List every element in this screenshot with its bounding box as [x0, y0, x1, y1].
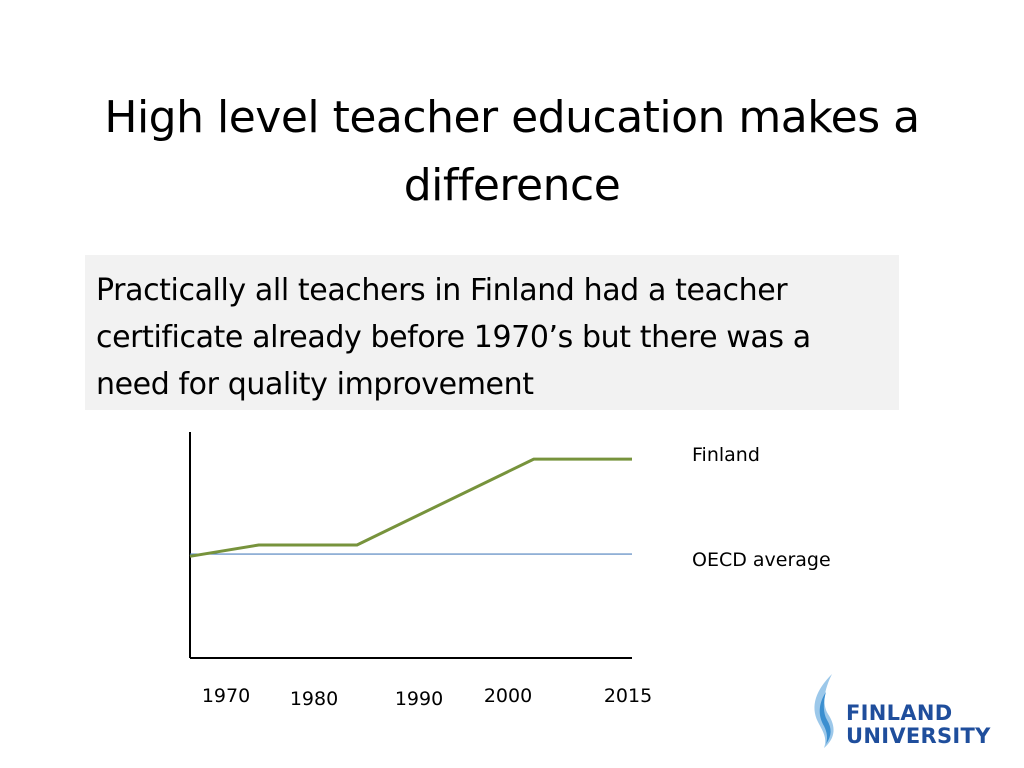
x-tick-label: 2000	[484, 685, 532, 707]
logo-line-2: UNIVERSITY	[846, 724, 991, 748]
series-layer	[189, 457, 632, 558]
series-labels: Finland OECD average	[692, 444, 831, 571]
x-tick-labels: 1970 1980 1990 2000 2015	[202, 685, 652, 710]
series-label-oecd-average: OECD average	[692, 549, 831, 571]
finland-university-logo: FINLAND UNIVERSITY	[806, 672, 996, 752]
series-line-finland	[189, 457, 632, 558]
x-tick-label: 1970	[202, 685, 250, 707]
series-label-finland: Finland	[692, 444, 760, 466]
flame-icon	[814, 674, 834, 748]
logo-wordmark: FINLAND UNIVERSITY	[846, 702, 991, 748]
callout-text: Practically all teachers in Finland had …	[85, 255, 899, 410]
x-tick-label: 1980	[290, 688, 338, 710]
logo-line-1: FINLAND	[846, 701, 953, 725]
x-tick-label: 1990	[395, 688, 443, 710]
x-tick-label: 2015	[604, 685, 652, 707]
page-title: High level teacher education makes a dif…	[104, 92, 920, 211]
